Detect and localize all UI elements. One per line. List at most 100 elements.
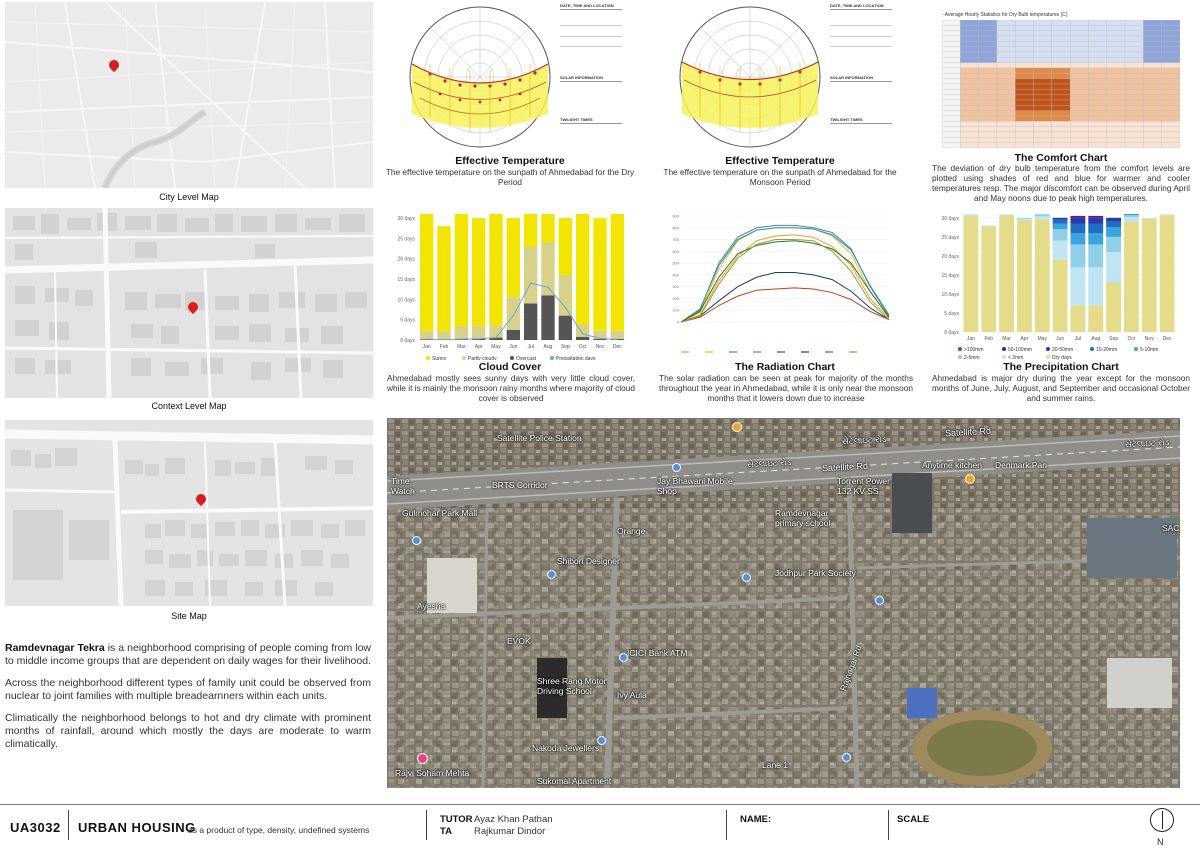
x-tick-label: Apr xyxy=(1021,336,1029,342)
heatmap-cell xyxy=(978,110,998,117)
legend-marker xyxy=(462,356,466,360)
heatmap-cell xyxy=(1106,142,1126,149)
comfort-chart: - Average Hourly Statistics for Dry Bulb… xyxy=(941,12,1181,150)
bar--2mm xyxy=(1052,240,1068,260)
heatmap-cell xyxy=(978,89,998,95)
heatmap-cell xyxy=(941,19,961,26)
heatmap-cell xyxy=(978,62,998,69)
heatmap-cell xyxy=(1015,105,1034,111)
bar-dry-days xyxy=(999,215,1014,332)
heatmap-cell xyxy=(1124,105,1144,111)
heatmap-cell xyxy=(1051,19,1071,26)
y-tick-label: 25 days xyxy=(397,236,415,242)
heatmap-cell xyxy=(1161,115,1181,122)
bar--2mm xyxy=(963,214,979,216)
line-jun xyxy=(680,240,890,323)
title-block xyxy=(0,804,1200,853)
bar-sunny xyxy=(454,214,468,327)
food-pin-icon xyxy=(732,422,742,432)
heatmap-cell xyxy=(1124,62,1144,69)
legend-label: < 2mm xyxy=(1008,355,1023,361)
heatmap-cell xyxy=(1106,67,1126,74)
bar-dry-days xyxy=(1141,218,1157,332)
heatmap-cell xyxy=(996,57,1016,63)
heatmap-cell xyxy=(1161,137,1181,143)
heatmap-cell xyxy=(1124,121,1144,127)
heatmap-cell xyxy=(1070,105,1089,111)
heatmap-cell xyxy=(1070,30,1089,37)
heatmap-cell xyxy=(1051,35,1071,42)
heatmap-cell xyxy=(1033,67,1052,74)
sat-label-icici: ICICI Bank ATM xyxy=(627,648,688,658)
heatmap-cell xyxy=(1070,46,1089,53)
y-tick-label: 0 xyxy=(677,320,680,325)
heatmap-cell xyxy=(1051,57,1071,63)
x-tick-label: Feb xyxy=(440,344,449,350)
x-tick-label: Jun xyxy=(1056,336,1064,342)
bar-partly-cloudy xyxy=(576,324,590,337)
heatmap-cell xyxy=(978,142,998,149)
heatmap-cell xyxy=(978,35,998,42)
heatmap-cell xyxy=(978,94,998,101)
legend-marker xyxy=(550,356,554,360)
bar-2-5mm xyxy=(1088,244,1104,268)
cloud-title: Cloud Cover xyxy=(478,361,542,373)
heatmap-cell xyxy=(1143,30,1162,37)
line-aug xyxy=(680,287,890,323)
heatmap-cell xyxy=(1088,142,1107,149)
heatmap-cell xyxy=(996,105,1016,111)
heatmap-cell xyxy=(1161,121,1181,127)
legend-label: Sunny xyxy=(432,356,447,360)
y-tick-label: 800 xyxy=(672,225,679,230)
heatmap-cell xyxy=(978,121,998,127)
bar-dry-days xyxy=(1052,259,1068,332)
heatmap-cell xyxy=(960,57,979,63)
y-tick-label: 5 days xyxy=(944,311,959,317)
heatmap-cell xyxy=(1106,137,1126,143)
bar-sunny xyxy=(472,218,486,327)
bar-dry-days xyxy=(981,226,997,332)
x-tick-label: Dec xyxy=(1163,336,1172,342)
heatmap-cell xyxy=(1033,94,1052,101)
heatmap-cell xyxy=(1143,57,1162,63)
legend-label: Dry days xyxy=(1052,355,1072,361)
x-tick-label: Jul xyxy=(527,344,533,350)
heatmap-cell xyxy=(1051,67,1071,74)
x-tick-label: Nov xyxy=(596,344,605,350)
heatmap-cell xyxy=(978,126,998,133)
sunpath-monsoon-diagram xyxy=(679,6,821,148)
heatmap-cell xyxy=(960,121,979,127)
heatmap-cell xyxy=(1033,110,1052,117)
x-tick-label: Aug xyxy=(1091,336,1100,342)
heatmap-cell xyxy=(978,46,998,53)
legend-marker xyxy=(1002,355,1006,359)
tutor-name: Ayaz Khan Pathan xyxy=(474,814,553,825)
heatmap-cell xyxy=(1051,51,1071,58)
heatmap-cell xyxy=(1124,67,1144,74)
heatmap-cell xyxy=(941,35,961,42)
radiation-title: The Radiation Chart xyxy=(735,361,835,373)
heatmap-cell xyxy=(1033,142,1052,149)
heatmap-cell xyxy=(1088,78,1107,85)
y-tick-label: 15 days xyxy=(941,273,959,279)
heatmap-cell xyxy=(1161,131,1181,138)
heatmap-cell xyxy=(1143,25,1162,31)
heatmap-cell xyxy=(941,62,961,69)
heatmap-cell xyxy=(1088,89,1107,95)
heatmap-cell xyxy=(1033,83,1052,90)
food-pin-icon xyxy=(965,474,975,484)
heatmap-cell xyxy=(960,142,979,149)
x-tick-label: Jan xyxy=(967,336,975,342)
line-jan xyxy=(680,234,890,323)
heatmap-cell xyxy=(1070,110,1089,117)
heatmap-cell xyxy=(1143,115,1162,122)
heatmap-cell xyxy=(1161,73,1181,79)
heatmap-cell xyxy=(941,137,961,143)
bar-dry-days xyxy=(1088,305,1104,332)
heatmap-cell xyxy=(1161,41,1181,47)
bar-dry-days xyxy=(1106,282,1121,332)
y-tick-label: 20 days xyxy=(941,254,959,260)
heatmap-cell xyxy=(1161,126,1181,133)
heatmap-cell xyxy=(1161,142,1181,149)
heatmap-cell xyxy=(996,41,1016,47)
